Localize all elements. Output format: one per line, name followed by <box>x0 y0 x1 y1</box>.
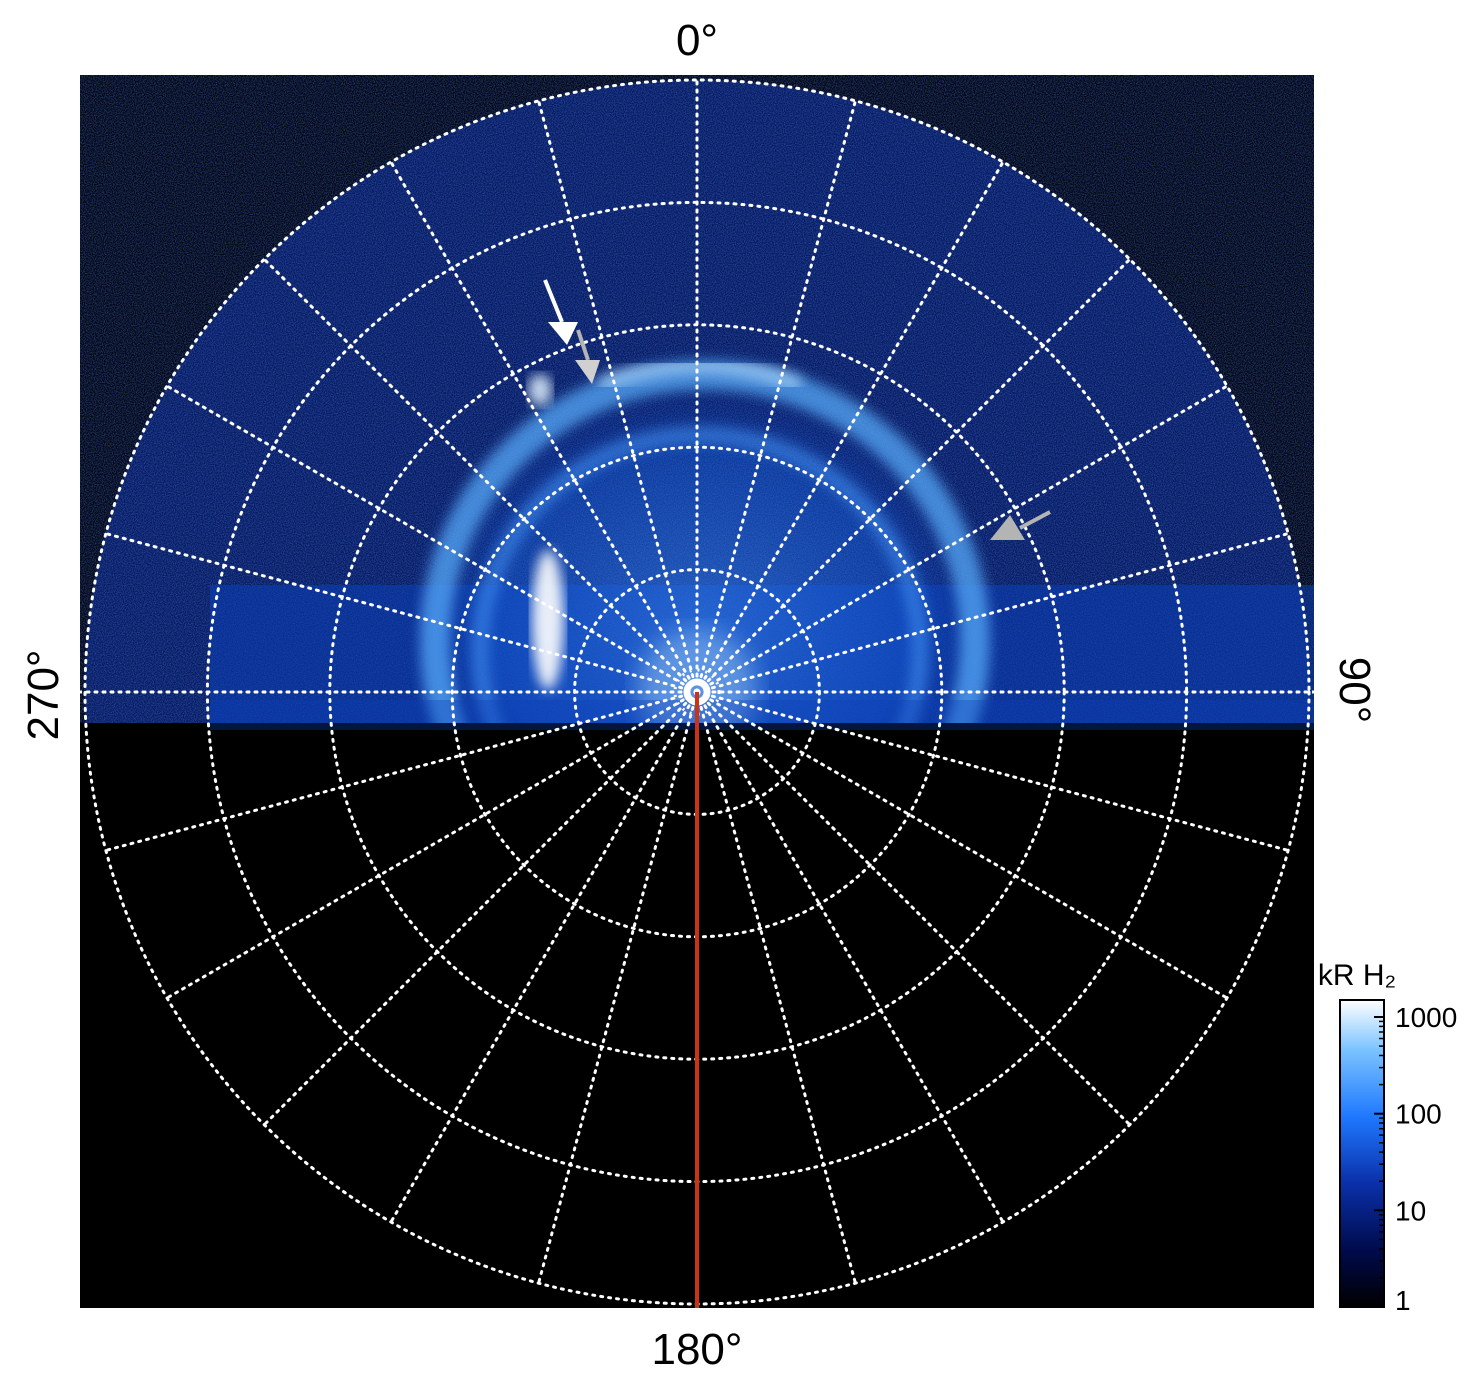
gray-arrow-icon-upper <box>575 329 600 384</box>
grid-spoke <box>262 690 699 1127</box>
gray-arrow-icon-right <box>990 510 1051 540</box>
grid-spoke <box>537 99 699 694</box>
label-90-degrees: 90° <box>1330 657 1379 724</box>
grid-spoke <box>695 690 857 1285</box>
grid-inner-ring <box>673 668 721 716</box>
grid-spoke <box>695 690 1229 1000</box>
grid-spoke <box>262 257 699 694</box>
colorbar: kR H₂ 1000 100 10 1 <box>1318 959 1457 1316</box>
colorbar-gradient <box>1339 999 1385 1308</box>
colorbar-title: kR H₂ <box>1318 959 1396 992</box>
grid-spoke <box>695 690 1290 852</box>
grid-spoke <box>695 384 1229 694</box>
colorbar-tick-label: 100 <box>1395 1099 1442 1130</box>
white-arrow-icon <box>543 279 578 345</box>
colorbar-tick-label: 10 <box>1395 1195 1426 1226</box>
bright-dawn-arc <box>532 550 564 690</box>
grid-spoke <box>695 257 1132 694</box>
grid-spoke <box>389 690 699 1224</box>
grid-spoke <box>695 690 1005 1224</box>
grid-spoke <box>537 690 699 1285</box>
grid-spoke <box>389 160 699 694</box>
grid-spoke <box>104 532 699 694</box>
grid-spoke <box>695 690 1132 1127</box>
grid-spoke <box>695 532 1290 694</box>
grid-spoke <box>695 160 1005 694</box>
label-180-degrees: 180° <box>651 1325 742 1374</box>
colorbar-tick-label: 1 <box>1395 1285 1411 1316</box>
colorbar-ticks: 1000 100 10 1 <box>1374 1002 1457 1316</box>
label-270-degrees: 270° <box>19 649 68 740</box>
label-0-degrees: 0° <box>676 16 718 65</box>
grid-spoke <box>165 690 699 1000</box>
main-auroral-oval <box>420 360 990 723</box>
grid-spoke <box>165 384 699 694</box>
grid-spoke <box>104 690 699 852</box>
grid-spoke <box>695 99 857 694</box>
colorbar-tick-label: 1000 <box>1395 1002 1457 1033</box>
